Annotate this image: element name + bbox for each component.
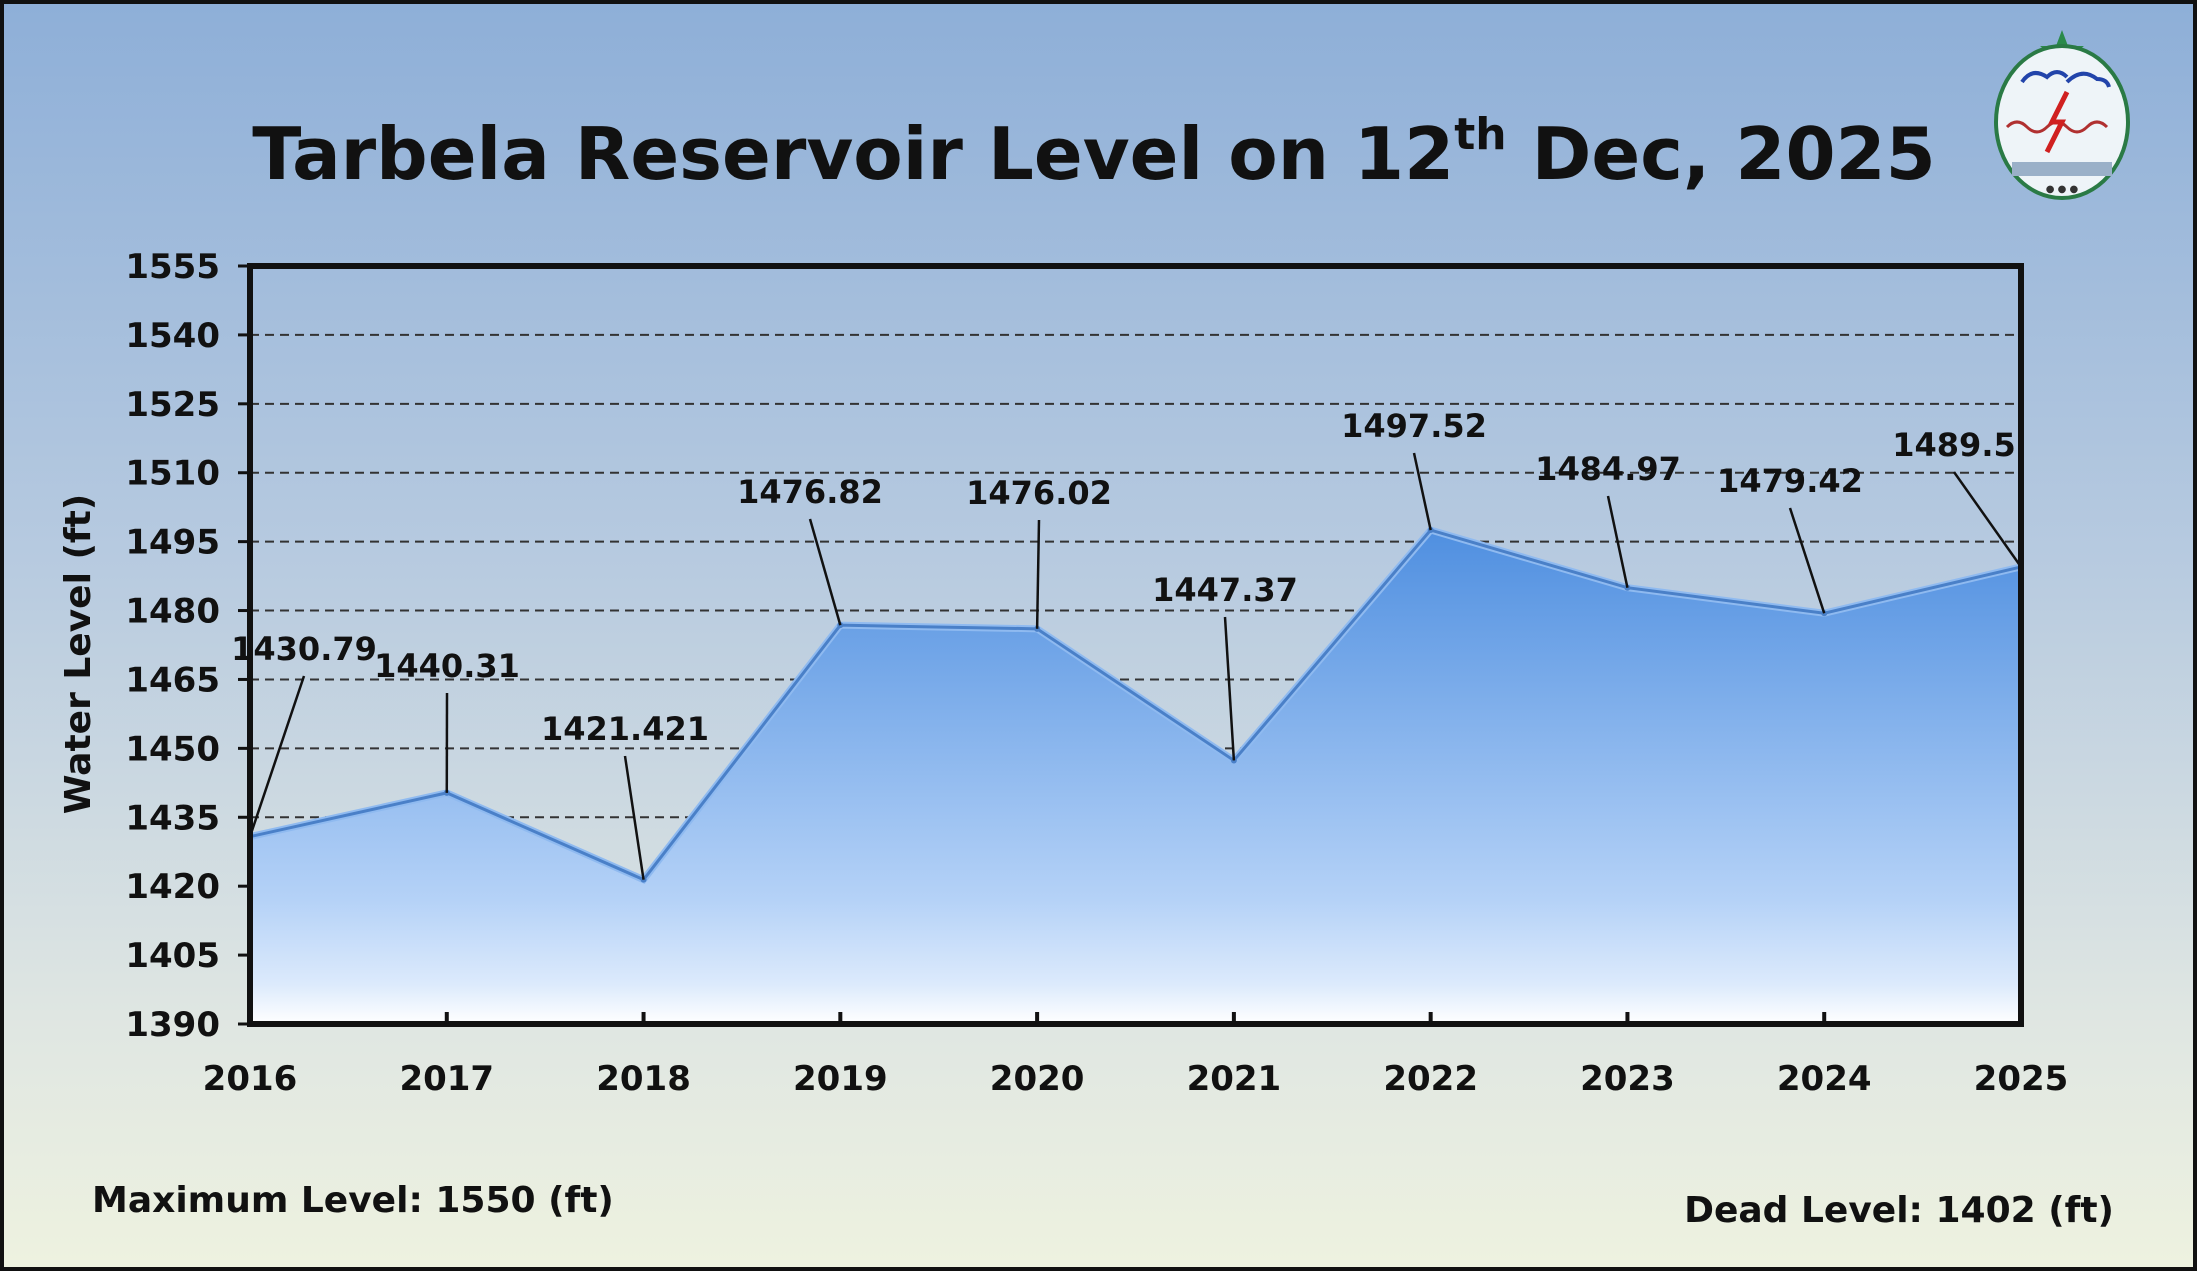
x-tick-label: 2017 (399, 1059, 494, 1099)
leader-line (808, 518, 842, 626)
chart-title: Tarbela Reservoir Level on 12th Dec, 202… (252, 109, 1935, 196)
data-label: 1489.5 (1892, 426, 2015, 464)
leader-line (1223, 616, 1236, 761)
leader-line (248, 675, 306, 838)
x-tick-label: 2022 (1383, 1059, 1478, 1099)
y-tick-label: 1390 (125, 1005, 220, 1045)
y-tick-label: 1495 (125, 523, 220, 563)
leader-line (1788, 507, 1826, 614)
y-tick-label: 1435 (125, 798, 220, 838)
x-tick-label: 2021 (1187, 1059, 1282, 1099)
data-label: 1440.31 (374, 647, 520, 685)
y-tick-label: 1480 (125, 592, 220, 632)
data-label: 1484.97 (1535, 450, 1681, 488)
area-fill (250, 530, 2021, 1024)
y-tick-label: 1525 (125, 385, 220, 425)
leader-line (1606, 495, 1629, 588)
leader-line (1952, 471, 2023, 568)
leader-line (1035, 519, 1041, 629)
y-tick-label: 1510 (125, 454, 220, 494)
x-tick-label: 2024 (1777, 1059, 1872, 1099)
area-chart: Tarbela Reservoir Level on 12th Dec, 202… (58, 30, 2130, 1231)
plot-border (247, 263, 2024, 1027)
data-label: 1447.37 (1152, 571, 1298, 609)
y-tick-label: 1465 (125, 660, 220, 700)
series-line-edge (249, 528, 2022, 882)
svg-text:● ● ●: ● ● ● (2046, 184, 2079, 195)
x-tick-label: 2020 (990, 1059, 1085, 1099)
data-label: 1430.79 (231, 630, 377, 668)
pmd-logo: ● ● ● (1994, 30, 2130, 200)
x-tick-label: 2025 (1974, 1059, 2069, 1099)
y-tick-label: 1405 (125, 936, 220, 976)
data-label: 1476.82 (737, 473, 883, 511)
data-label: 1479.42 (1717, 462, 1863, 500)
x-tick-label: 2018 (596, 1059, 691, 1099)
leader-line (623, 755, 645, 880)
data-label: 1497.52 (1341, 407, 1487, 445)
leader-line (1412, 452, 1432, 531)
y-tick-label: 1540 (125, 316, 220, 356)
y-tick-label: 1420 (125, 867, 220, 907)
data-label: 1476.02 (966, 474, 1112, 512)
y-tick-label: 1555 (125, 247, 220, 287)
max-level-note: Maximum Level: 1550 (ft) (92, 1180, 614, 1221)
y-axis-label: Water Level (ft) (58, 494, 99, 815)
y-tick-label: 1450 (125, 729, 220, 769)
data-label: 1421.421 (541, 710, 709, 748)
x-tick-label: 2019 (793, 1059, 888, 1099)
x-tick-label: 2016 (203, 1059, 298, 1099)
x-tick-label: 2023 (1580, 1059, 1675, 1099)
dead-level-note: Dead Level: 1402 (ft) (1684, 1190, 2114, 1231)
